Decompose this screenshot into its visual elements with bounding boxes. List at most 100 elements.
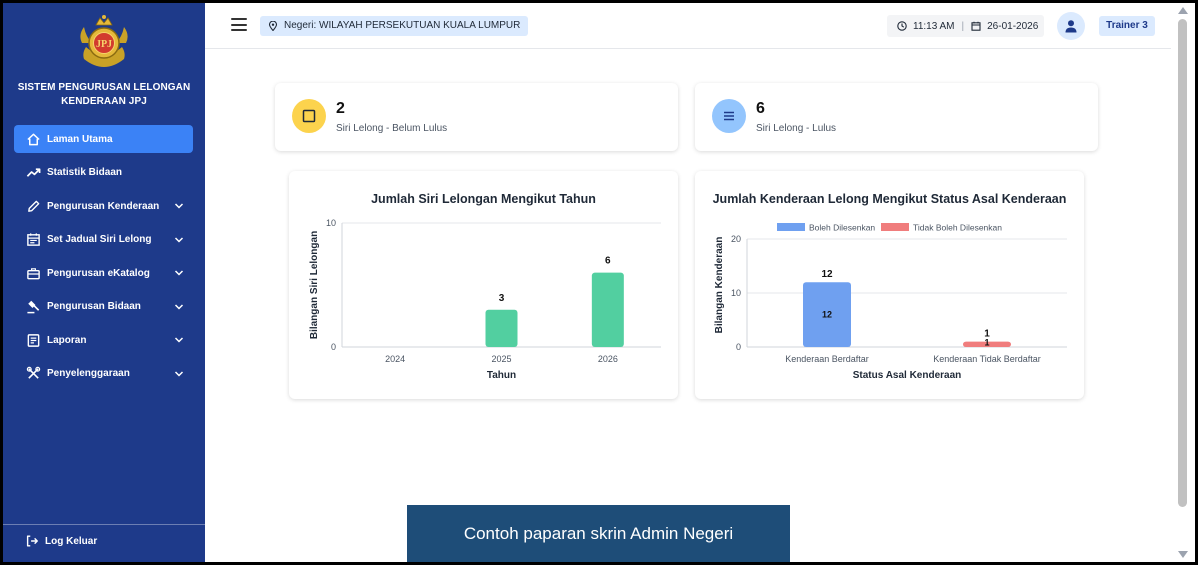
chart-card-status-kenderaan: Jumlah Kenderaan Lelong Mengikut Status …: [695, 171, 1084, 399]
sidebar-menu: Laman Utama Statistik Bidaan Pengurusan …: [14, 125, 193, 393]
sidebar-item-laporan[interactable]: Laporan: [14, 326, 193, 354]
sidebar-item-label: Pengurusan eKatalog: [47, 267, 150, 279]
stat-value: 2: [336, 100, 345, 117]
logout-button[interactable]: Log Keluar: [25, 534, 97, 548]
sidebar-item-pengurusan-bidaan[interactable]: Pengurusan Bidaan: [14, 293, 193, 321]
calendar-icon: [25, 232, 41, 248]
data-label: 1: [984, 329, 990, 340]
menu-toggle-button[interactable]: [231, 18, 247, 32]
bar-2026: [591, 272, 624, 347]
bar-inner-label: 1: [984, 338, 989, 348]
data-label: 6: [605, 256, 611, 267]
list-icon: [724, 111, 734, 121]
sidebar-item-label: Set Jadual Siri Lelong: [47, 234, 152, 245]
y-axis-label: Bilangan Siri Lelongan: [309, 231, 320, 339]
date-label: 26-01-2026: [987, 20, 1039, 32]
x-tick-label: Kenderaan Tidak Berdaftar: [933, 354, 1041, 364]
x-tick-label: 2026: [598, 354, 618, 364]
chart-siri-lelongan: Jumlah Siri Lelongan Mengikut Tahun 0 10 20…: [309, 192, 661, 381]
data-label: 12: [821, 269, 833, 280]
time-label: 11:13 AM: [913, 20, 955, 32]
scroll-up-arrow[interactable]: [1178, 7, 1188, 14]
logout-icon: [26, 535, 38, 547]
stat-value: 6: [756, 100, 765, 117]
clock-icon: [897, 21, 907, 31]
state-chip: Negeri: WILAYAH PERSEKUTUAN KUALA LUMPUR: [260, 16, 529, 36]
app-window: JPJ SISTEM PENGURUSAN LELONGAN KENDERAAN…: [3, 3, 1195, 562]
user-icon: [1065, 20, 1077, 33]
caption-banner: Contoh paparan skrin Admin Negeri: [407, 505, 790, 562]
sidebar: JPJ SISTEM PENGURUSAN LELONGAN KENDERAAN…: [3, 3, 205, 562]
separator: |: [961, 20, 965, 32]
sidebar-item-pengurusan-ekatalog[interactable]: Pengurusan eKatalog: [14, 259, 193, 287]
pencil-icon: [25, 198, 41, 214]
jpj-logo: JPJ: [80, 15, 128, 67]
stat-card-belum-lulus: 2 Siri Lelong - Belum Lulus: [275, 83, 678, 151]
page-scrollbar[interactable]: [1171, 3, 1195, 562]
briefcase-icon: [25, 265, 41, 281]
scroll-thumb[interactable]: [1178, 19, 1187, 507]
user-name-chip[interactable]: Trainer 3: [1099, 16, 1155, 36]
sidebar-item-label: Laporan: [47, 334, 87, 346]
sidebar-item-laman-utama[interactable]: Laman Utama: [14, 125, 193, 153]
square-icon: [302, 109, 316, 123]
chevron-down-icon: [174, 203, 184, 209]
legend-swatch: [777, 223, 805, 231]
scroll-down-arrow[interactable]: [1178, 551, 1188, 558]
location-pin-icon: [268, 21, 278, 31]
legend-label: Tidak Boleh Dilesenkan: [913, 223, 1002, 233]
sidebar-item-label: Penyelenggaraan: [47, 368, 130, 379]
stat-card-lulus: 6 Siri Lelong - Lulus: [695, 83, 1098, 151]
state-label: Negeri: WILAYAH PERSEKUTUAN KUALA LUMPUR: [284, 20, 521, 31]
stat-label: Siri Lelong - Belum Lulus: [336, 123, 448, 134]
chart-card-siri-lelongan: Jumlah Siri Lelongan Mengikut Tahun 0 10 20…: [289, 171, 678, 399]
x-tick-label: Kenderaan Berdaftar: [785, 354, 869, 364]
y-tick-label: 0: [736, 342, 741, 352]
y-tick-label: 10: [731, 288, 741, 298]
chart-status-kenderaan: Jumlah Kenderaan Lelong Mengikut Status …: [713, 192, 1067, 381]
legend-swatch: [881, 223, 909, 231]
sidebar-item-pengurusan-kenderaan[interactable]: Pengurusan Kenderaan: [14, 192, 193, 220]
chart-title: Jumlah Siri Lelongan Mengikut Tahun: [371, 192, 596, 206]
x-axis-label: Tahun: [487, 370, 516, 381]
datetime-chip: 11:13 AM | 26-01-2026: [887, 15, 1044, 37]
y-tick-label: 20: [731, 234, 741, 244]
svg-text:JPJ: JPJ: [96, 39, 112, 50]
chevron-down-icon: [174, 236, 184, 243]
stat-label: Siri Lelong - Lulus: [756, 123, 837, 134]
sidebar-item-label: Pengurusan Kenderaan: [47, 200, 160, 212]
stat-icon-wrap: [712, 99, 746, 133]
bar-Boleh Dilesenkan: [803, 282, 851, 347]
chevron-down-icon: [174, 303, 184, 310]
data-label: 3: [499, 293, 505, 304]
home-icon: [25, 131, 41, 147]
bar-inner-label: 12: [822, 310, 832, 320]
brand-title: SISTEM PENGURUSAN LELONGAN KENDERAAN JPJ: [17, 82, 191, 107]
sidebar-item-statistik-bidaan[interactable]: Statistik Bidaan: [14, 159, 193, 187]
sidebar-item-penyelenggaraan[interactable]: Penyelenggaraan: [14, 360, 193, 388]
x-axis-label: Status Asal Kenderaan: [853, 370, 962, 381]
chevron-down-icon: [174, 337, 184, 343]
bar-Tidak Boleh Dilesenkan: [963, 341, 1011, 347]
y-axis-label: Bilangan Kenderaan: [714, 237, 725, 334]
y-tick-label: 0: [331, 342, 336, 352]
report-icon: [25, 332, 41, 348]
trending-up-icon: [25, 165, 41, 181]
chevron-down-icon: [174, 270, 184, 276]
stat-icon-wrap: [292, 99, 326, 133]
sidebar-item-label: Pengurusan Bidaan: [47, 301, 141, 312]
sidebar-item-set-jadual-siri-lelong[interactable]: Set Jadual Siri Lelong: [14, 226, 193, 254]
x-tick-label: 2024: [385, 354, 405, 364]
sidebar-divider: [3, 524, 205, 525]
logout-label: Log Keluar: [45, 535, 98, 547]
legend-label: Boleh Dilesenkan: [809, 223, 875, 233]
x-tick-label: 2025: [491, 354, 511, 364]
sidebar-item-label: Statistik Bidaan: [47, 167, 123, 178]
y-tick-label: 10: [326, 218, 336, 228]
gavel-icon: [25, 299, 41, 315]
chevron-down-icon: [174, 370, 184, 377]
avatar[interactable]: [1057, 12, 1085, 40]
sidebar-item-label: Laman Utama: [47, 133, 113, 145]
chart-title: Jumlah Kenderaan Lelong Mengikut Status …: [713, 192, 1067, 206]
top-header: Negeri: WILAYAH PERSEKUTUAN KUALA LUMPUR…: [205, 3, 1171, 49]
